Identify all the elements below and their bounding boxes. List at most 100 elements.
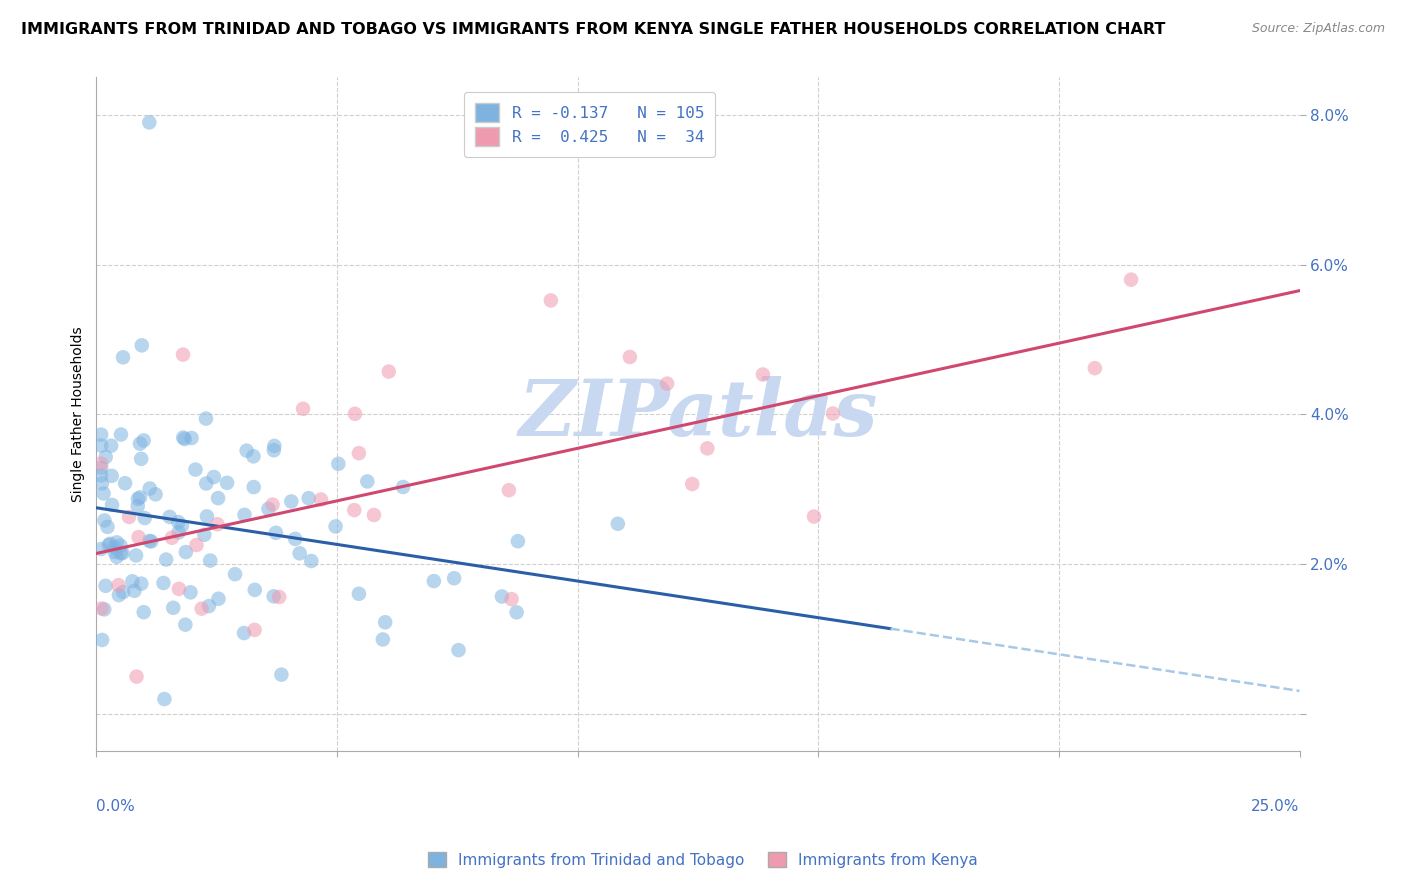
Point [696, 442, 718, 456]
Text: 25.0%: 25.0% [1251, 798, 1299, 814]
Point [243, 582, 266, 597]
Point [114, 476, 136, 491]
Point [91, 632, 114, 647]
Point [170, 518, 193, 533]
Point [172, 431, 194, 445]
Text: IMMIGRANTS FROM TRINIDAD AND TOBAGO VS IMMIGRANTS FROM KENYA SINGLE FATHER HOUSE: IMMIGRANTS FROM TRINIDAD AND TOBAGO VS I… [21, 22, 1166, 37]
Point [94, 450, 117, 464]
Point [93, 602, 115, 616]
Point [423, 574, 446, 588]
Point [447, 643, 470, 657]
Text: Source: ZipAtlas.com: Source: ZipAtlas.com [1251, 22, 1385, 36]
Point [131, 338, 153, 352]
Point [288, 546, 311, 560]
Point [491, 590, 513, 604]
Point [190, 601, 212, 615]
Point [264, 525, 287, 540]
Point [132, 605, 155, 619]
Point [202, 470, 225, 484]
Point [174, 617, 197, 632]
Point [124, 583, 146, 598]
Point [127, 499, 149, 513]
Point [129, 491, 152, 505]
Point [90, 601, 112, 615]
Point [138, 115, 160, 129]
Point [94, 579, 117, 593]
Point [155, 552, 177, 566]
Point [97, 538, 120, 552]
Point [328, 457, 350, 471]
Point [174, 545, 197, 559]
Point [752, 368, 775, 382]
Point [125, 670, 148, 684]
Point [292, 401, 315, 416]
Point [363, 508, 385, 522]
Text: ZIPatlas: ZIPatlas [519, 376, 877, 453]
Point [186, 538, 208, 552]
Point [90, 457, 112, 471]
Point [501, 592, 523, 607]
Point [101, 498, 124, 512]
Point [134, 511, 156, 525]
Point [128, 530, 150, 544]
Point [173, 432, 195, 446]
Point [263, 439, 285, 453]
Point [90, 541, 112, 556]
Point [371, 632, 394, 647]
Point [141, 534, 163, 549]
Point [443, 571, 465, 585]
Point [619, 350, 641, 364]
Point [347, 446, 370, 460]
Point [195, 509, 218, 524]
Point [242, 450, 264, 464]
Point [167, 582, 190, 596]
Point [207, 491, 229, 505]
Legend: Immigrants from Trinidad and Tobago, Immigrants from Kenya: Immigrants from Trinidad and Tobago, Imm… [420, 844, 986, 875]
Point [343, 503, 366, 517]
Point [162, 600, 184, 615]
Point [298, 491, 321, 506]
Point [90, 427, 112, 442]
Point [195, 476, 218, 491]
Point [540, 293, 562, 308]
Point [98, 537, 121, 551]
Point [90, 468, 112, 483]
Point [103, 541, 125, 555]
Point [111, 546, 134, 560]
Point [172, 347, 194, 361]
Point [129, 576, 152, 591]
Point [90, 461, 112, 475]
Y-axis label: Single Father Households: Single Father Households [72, 326, 86, 502]
Point [257, 502, 280, 516]
Point [356, 475, 378, 489]
Legend: R = -0.137   N = 105, R =  0.425   N =  34: R = -0.137 N = 105, R = 0.425 N = 34 [464, 92, 716, 157]
Point [145, 487, 167, 501]
Point [111, 351, 134, 365]
Point [110, 427, 132, 442]
Point [803, 509, 825, 524]
Point [105, 549, 128, 564]
Point [233, 626, 256, 640]
Point [167, 515, 190, 529]
Point [108, 588, 131, 602]
Point [606, 516, 628, 531]
Point [233, 508, 256, 522]
Point [152, 576, 174, 591]
Point [112, 585, 135, 599]
Point [655, 376, 678, 391]
Point [93, 513, 115, 527]
Point [100, 468, 122, 483]
Point [207, 517, 229, 532]
Point [105, 535, 128, 549]
Point [343, 407, 366, 421]
Point [96, 520, 118, 534]
Point [263, 590, 285, 604]
Point [1119, 273, 1142, 287]
Point [270, 667, 292, 681]
Point [180, 431, 202, 445]
Point [392, 480, 415, 494]
Point [179, 585, 201, 599]
Point [821, 407, 844, 421]
Point [284, 532, 307, 546]
Point [269, 590, 291, 604]
